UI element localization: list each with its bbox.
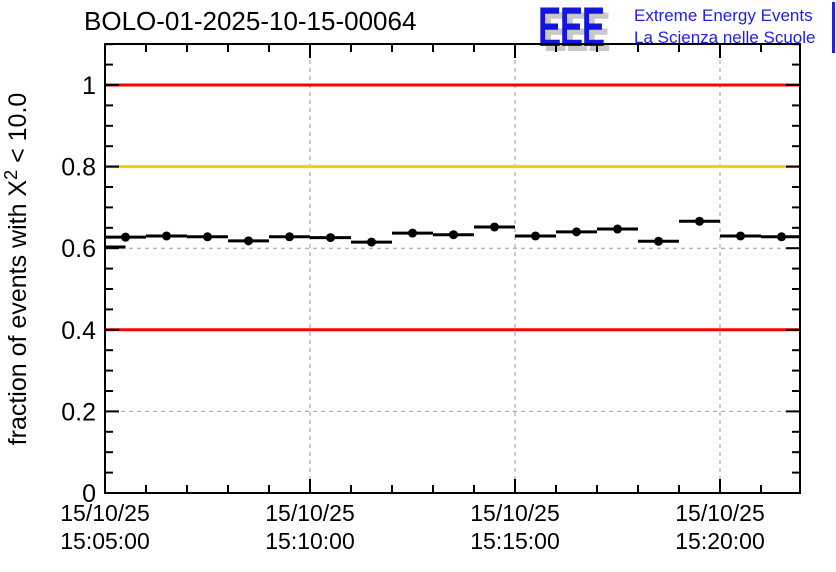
data-point [572,227,581,237]
data-point [326,233,335,243]
data-point [408,228,417,238]
y-tick-label: 0.8 [61,154,96,182]
data-point [244,236,253,246]
x-tick-label-date: 15/10/25 [675,500,765,526]
y-tick-label: 0.4 [61,317,96,345]
plot-frame [104,43,801,494]
x-tick-label-time: 15:15:00 [470,528,560,554]
data-point [654,236,663,246]
eee-logo-border [832,2,835,53]
data-point [162,231,171,241]
data-point [285,232,294,242]
data-point [121,232,130,242]
x-tick-label-time: 15:20:00 [675,528,765,554]
data-point [449,230,458,240]
eee-logo-tagline-2: La Scienza nelle Scuole [634,28,816,47]
y-tick-label: 0.6 [61,235,96,263]
data-point [736,231,745,241]
data-point [777,232,786,242]
x-tick-label-time: 15:10:00 [265,528,355,554]
data-point [203,232,212,242]
y-tick-label: 0.2 [61,398,96,426]
y-tick-label: 1 [82,72,96,100]
data-point [490,222,499,232]
data-point [695,216,704,226]
y-tick-label: 0 [82,480,96,508]
x-tick-label-time: 15:05:00 [60,528,150,554]
data-point [613,224,622,234]
x-tick-label-date: 15/10/25 [60,500,150,526]
plot-title: BOLO-01-2025-10-15-00064 [84,6,417,36]
eee-logo-tagline-1: Extreme Energy Events [634,6,813,25]
x-tick-label-date: 15/10/25 [265,500,355,526]
eee-logo: EEE Extreme Energy Events La Scienza nel… [538,0,836,58]
eee-logo-acronym: EEE [538,0,605,58]
data-point [367,237,376,247]
y-axis-title: fraction of events with X2< 10.0 [1,93,32,446]
x-tick-label-date: 15/10/25 [470,500,560,526]
data-point [531,231,540,241]
